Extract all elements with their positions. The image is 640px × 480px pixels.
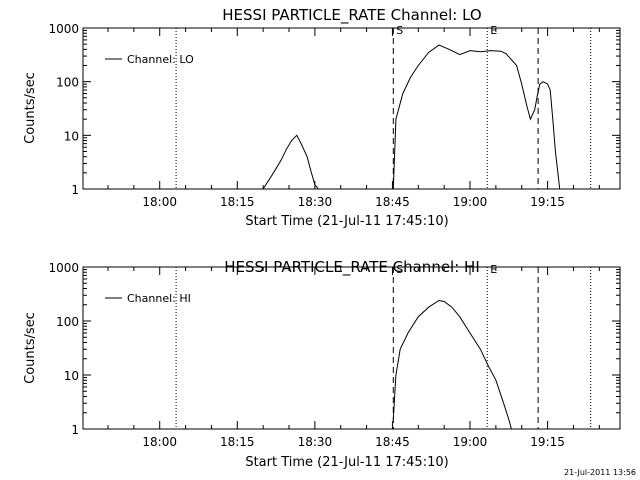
timestamp: 21-Jul-2011 13:56 bbox=[564, 468, 636, 477]
x-tick-label: 18:00 bbox=[142, 195, 177, 209]
x-tick-label: 18:45 bbox=[375, 195, 410, 209]
series-line bbox=[392, 44, 561, 190]
y-axis-label: Counts/sec bbox=[23, 72, 38, 144]
y-tick-label: 1 bbox=[71, 183, 79, 197]
y-tick-label: 100 bbox=[56, 76, 79, 90]
y-axis-label: Counts/sec bbox=[23, 312, 38, 384]
series-lines bbox=[262, 44, 561, 190]
x-tick-label: 18:45 bbox=[375, 435, 410, 449]
legend-entry: Channel: HI bbox=[127, 292, 191, 305]
legend-entry: Channel: LO bbox=[127, 53, 194, 66]
event-marker-label: S bbox=[396, 24, 403, 37]
legend: Channel: HI bbox=[105, 292, 191, 305]
x-tick-label: 18:15 bbox=[220, 195, 255, 209]
y-tick-label: 10 bbox=[64, 369, 79, 383]
y-tick-label: 1000 bbox=[48, 22, 79, 36]
y-tick-label: 100 bbox=[56, 315, 79, 329]
series-line bbox=[262, 134, 319, 190]
y-tick-label: 1 bbox=[71, 423, 79, 437]
x-axis-label: Start Time (21-Jul-11 17:45:10) bbox=[245, 455, 448, 470]
plot-frame bbox=[82, 266, 621, 430]
x-tick-label: 19:00 bbox=[453, 195, 488, 209]
tick-labels: 18:00 18:15 18:30 18:45 19:00 19:15 1 10 100 1000 bbox=[48, 261, 564, 449]
event-marker-label: E bbox=[490, 24, 497, 37]
x-tick-label: 18:30 bbox=[298, 435, 333, 449]
y-tick-label: 10 bbox=[64, 129, 79, 143]
x-axis-label: Start Time (21-Jul-11 17:45:10) bbox=[245, 214, 448, 229]
event-marker-label: E bbox=[490, 263, 497, 276]
chart-title: HESSI PARTICLE_RATE Channel: LO bbox=[222, 6, 481, 25]
series-lines bbox=[392, 299, 512, 430]
x-tick-label: 18:15 bbox=[220, 435, 255, 449]
legend: Channel: LO bbox=[105, 53, 194, 66]
x-tick-label: 19:00 bbox=[453, 435, 488, 449]
axes bbox=[82, 266, 621, 430]
plot-frame bbox=[82, 27, 621, 190]
x-tick-label: 19:15 bbox=[530, 435, 565, 449]
x-tick-label: 18:30 bbox=[298, 195, 333, 209]
tick-labels: 18:00 18:15 18:30 18:45 19:00 19:15 1 10 100 1000 bbox=[48, 22, 564, 209]
event-marker-label: S bbox=[396, 263, 403, 276]
x-tick-label: 19:15 bbox=[530, 195, 565, 209]
y-tick-label: 1000 bbox=[48, 261, 79, 275]
x-tick-label: 18:00 bbox=[142, 435, 177, 449]
series-line bbox=[392, 299, 512, 430]
axes bbox=[82, 27, 621, 190]
